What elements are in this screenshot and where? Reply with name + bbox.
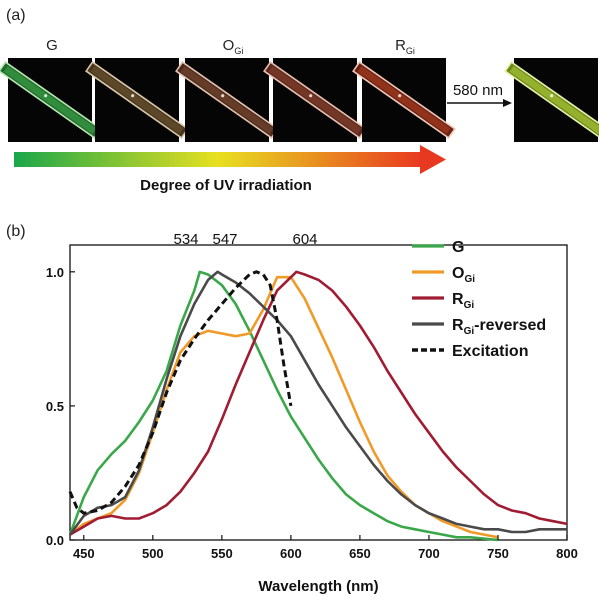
y-tick-label-0.0: 0.0 xyxy=(46,533,64,548)
x-tick-label-700: 700 xyxy=(418,546,440,561)
x-tick-label-450: 450 xyxy=(73,546,95,561)
ticks-layer: 450 500 550 600 650 700 750 800 0.0 0.5 1.0 xyxy=(46,265,578,561)
after-580nm-crystal-spot xyxy=(550,94,554,98)
peak-label-604: 604 xyxy=(292,231,317,248)
x-tick-label-600: 600 xyxy=(280,546,302,561)
legend-label-rgi-reversed: RGi-reversed xyxy=(452,317,546,337)
x-tick-label-500: 500 xyxy=(142,546,164,561)
sample-1-micrograph xyxy=(85,58,189,142)
sample-4-crystal-glow xyxy=(357,66,451,134)
legend-label-rgi: RGi xyxy=(452,291,474,311)
sample-3-micrograph xyxy=(263,58,367,142)
panel-b: (b) 450 500 550 600 650 700 750 800 0.0 0.5 1.0 Wa… xyxy=(6,223,578,595)
sample-label-g: G xyxy=(46,37,58,54)
x-tick-label-750: 750 xyxy=(487,546,509,561)
uv-gradient-caption: Degree of UV irradiation xyxy=(140,177,312,194)
wavelength-arrow-head xyxy=(503,99,512,107)
series-layer xyxy=(68,270,568,542)
panel-a: (a) G OGi RGi 580 nm Degree of UV irradi… xyxy=(0,7,599,194)
x-tick-label-650: 650 xyxy=(349,546,371,561)
sample-4-crystal-spot xyxy=(398,94,402,98)
sample-1-crystal-spot xyxy=(131,94,135,98)
sample-2-crystal-glow xyxy=(180,66,274,134)
after-580nm-crystal-glow xyxy=(509,66,599,134)
spectrum-plot: 450 500 550 600 650 700 750 800 0.0 0.5 1.0 Wavele… xyxy=(46,244,578,595)
sample-3-crystal-spot xyxy=(309,94,313,98)
legend-label-g: G xyxy=(452,239,464,256)
after-580nm-micrograph xyxy=(504,58,599,142)
sample-2-micrograph xyxy=(175,58,279,142)
x-tick-label-800: 800 xyxy=(556,546,578,561)
sample-labels: G OGi RGi xyxy=(46,37,415,56)
legend: G OGi RGi RGi-reversed Excitation xyxy=(412,239,546,360)
series-line-rgi xyxy=(69,270,568,536)
sample-0-crystal-spot xyxy=(44,94,48,98)
peak-label-547: 547 xyxy=(212,231,237,248)
sample-0-micrograph xyxy=(0,58,102,142)
x-tick-label-550: 550 xyxy=(211,546,233,561)
x-axis-title: Wavelength (nm) xyxy=(258,578,378,595)
sample-label-rgi: RGi xyxy=(395,37,415,56)
sample-3-crystal-glow xyxy=(268,66,362,134)
sample-4-crystal xyxy=(352,60,456,140)
series-line-rgi-reversed xyxy=(68,270,567,536)
sample-4-micrograph xyxy=(352,58,456,142)
peak-label-534: 534 xyxy=(173,231,198,248)
uv-gradient-bar xyxy=(14,152,422,167)
wavelength-arrow-label: 580 nm xyxy=(453,82,503,99)
uv-gradient-arrow-head xyxy=(420,145,446,174)
series-line-g xyxy=(68,270,499,542)
panel-b-label: (b) xyxy=(6,223,26,240)
sample-label-ogi: OGi xyxy=(223,37,244,56)
legend-label-excitation: Excitation xyxy=(452,343,528,360)
series-line-ogi xyxy=(69,275,499,539)
plot-frame xyxy=(69,244,568,541)
sample-1-crystal-glow xyxy=(90,66,184,134)
sample-2-crystal xyxy=(175,60,279,140)
sample-2-crystal-spot xyxy=(221,94,225,98)
panel-a-label: (a) xyxy=(6,7,26,24)
y-tick-label-0.5: 0.5 xyxy=(46,399,64,414)
micrograph-row xyxy=(0,58,599,142)
sample-0-crystal-glow xyxy=(3,66,97,134)
sample-1-crystal xyxy=(85,60,189,140)
y-tick-label-1.0: 1.0 xyxy=(46,265,64,280)
legend-label-ogi: OGi xyxy=(452,265,475,285)
after-580nm-crystal xyxy=(504,60,599,140)
series-line-excitation xyxy=(68,270,293,515)
peak-labels: 534 547 604 xyxy=(173,231,317,248)
